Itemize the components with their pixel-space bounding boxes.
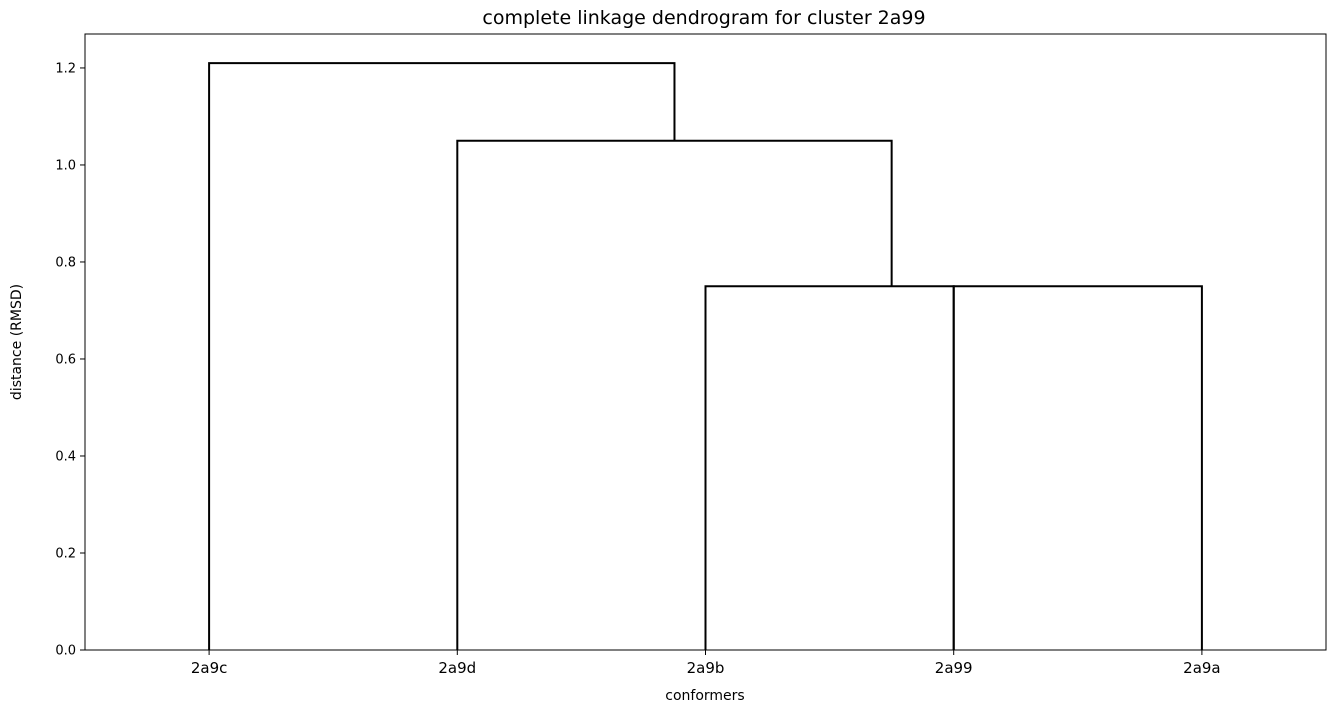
chart-title: complete linkage dendrogram for cluster … <box>482 7 925 29</box>
y-tick-label: 0.2 <box>55 546 76 561</box>
y-tick-label: 0.0 <box>55 644 76 659</box>
dendrogram-links <box>208 62 1203 650</box>
y-tick-label: 0.4 <box>55 449 76 464</box>
leaf-label-2a9c: 2a9c <box>191 659 228 677</box>
y-tick-label: 0.6 <box>55 352 76 367</box>
y-tick-label: 1.0 <box>55 158 76 173</box>
dendrogram-link <box>208 62 676 650</box>
leaf-label-2a9d: 2a9d <box>438 659 476 677</box>
x-axis: 2a9c 2a9d 2a9b 2a99 2a9a <box>191 650 1221 677</box>
y-tick-label: 1.2 <box>55 61 76 76</box>
y-tick-label: 0.8 <box>55 255 76 270</box>
dendrogram-link <box>456 139 893 650</box>
leaf-label-2a9b: 2a9b <box>687 659 725 677</box>
y-axis-title: distance (RMSD) <box>9 284 25 400</box>
y-axis: 0.0 0.2 0.4 0.6 0.8 1.0 1.2 <box>55 61 85 659</box>
leaf-label-2a9a: 2a9a <box>1183 659 1220 677</box>
x-axis-title: conformers <box>665 688 744 704</box>
dendrogram-link <box>704 285 955 650</box>
dendrogram-link <box>952 285 1203 650</box>
leaf-label-2a99: 2a99 <box>935 659 973 677</box>
